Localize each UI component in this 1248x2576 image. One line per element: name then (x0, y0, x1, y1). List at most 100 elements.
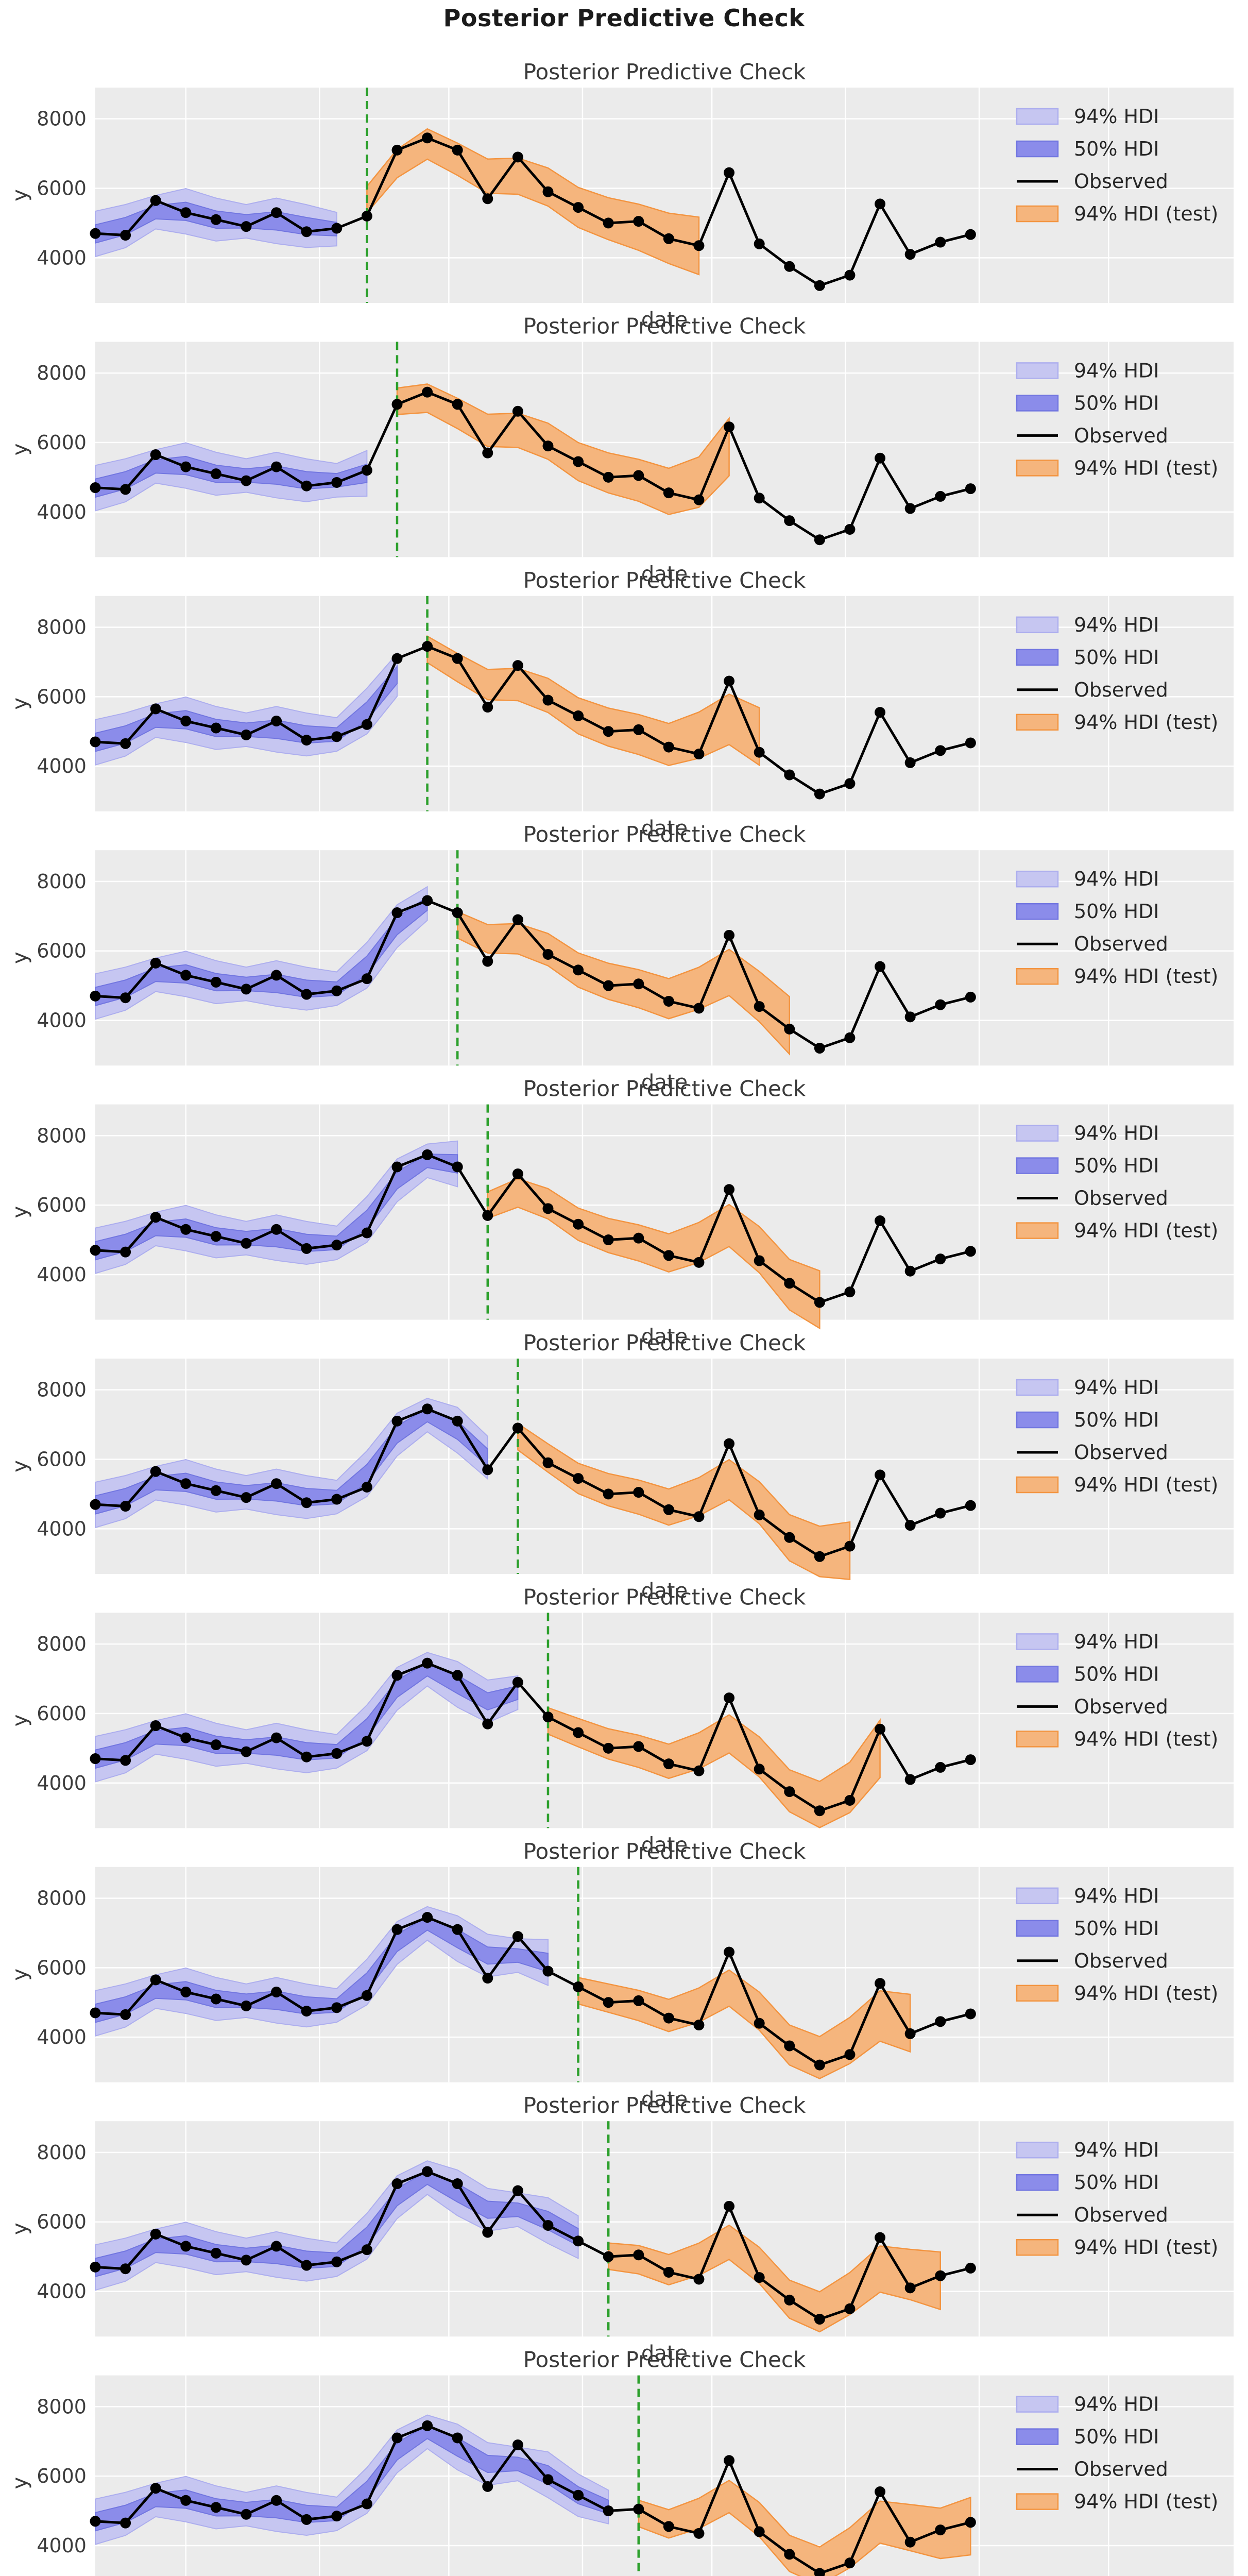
observed-point (603, 980, 614, 991)
observed-point (120, 1755, 131, 1766)
legend-label: Observed (1074, 1695, 1168, 1718)
observed-point (784, 2040, 795, 2052)
legend-label: Observed (1074, 1950, 1168, 1972)
observed-point (482, 1210, 493, 1221)
legend-label: 94% HDI (1074, 359, 1159, 382)
observed-point (844, 523, 856, 535)
observed-point (150, 1974, 161, 1986)
observed-point (512, 2185, 523, 2196)
y-axis-label: y (8, 952, 32, 964)
hdi-50-band (95, 665, 398, 752)
observed-point (693, 2274, 705, 2285)
observed-point (693, 1765, 705, 1776)
observed-point (120, 484, 131, 495)
observed-point (542, 1965, 554, 1977)
observed-point (693, 1257, 705, 1268)
observed-point (935, 2016, 946, 2027)
subplot-1: Posterior Predictive Check y 4000 6000 8000 d… (8, 59, 1234, 332)
observed-point (120, 2263, 131, 2275)
y-tick-label: 4000 (37, 755, 87, 777)
y-tick-label: 6000 (37, 2211, 87, 2233)
observed-point (391, 2178, 403, 2190)
observed-point (663, 741, 674, 753)
observed-point (512, 405, 523, 417)
subplot-title: Posterior Predictive Check (523, 1839, 806, 1864)
hdi-94-band (95, 1140, 458, 1274)
observed-point (573, 1473, 584, 1484)
observed-point (573, 2235, 584, 2247)
observed-point (331, 477, 343, 488)
legend-label: 94% HDI (1074, 2139, 1159, 2161)
observed-point (482, 702, 493, 713)
observed-point (482, 2227, 493, 2238)
observed-point (904, 1011, 916, 1023)
legend-label: 94% HDI (1074, 1885, 1159, 1907)
observed-point (150, 1720, 161, 1732)
legend-swatch-2 (1016, 2428, 1059, 2445)
subplot-7: Posterior Predictive Check y 4000 6000 8000 d… (8, 1584, 1234, 1857)
observed-point (633, 724, 644, 735)
observed-point (271, 1224, 282, 1235)
observed-point (391, 399, 403, 410)
y-tick-label: 8000 (37, 616, 87, 638)
observed-point (301, 989, 312, 1000)
observed-point (180, 1732, 192, 1743)
observed-point (573, 2489, 584, 2501)
observed-point (542, 2219, 554, 2231)
observed-point (210, 976, 221, 988)
legend: 94% HDI 50% HDI Observed 94% HDI (test) (1016, 1885, 1218, 2005)
observed-point (724, 929, 735, 941)
subplot-title: Posterior Predictive Check (523, 822, 806, 847)
observed-point (814, 1297, 825, 1308)
observed-point (965, 991, 976, 1003)
observed-point (875, 452, 886, 464)
legend-swatch-2 (1016, 2174, 1059, 2191)
observed-point (844, 2303, 856, 2314)
observed-point (271, 2241, 282, 2252)
observed-point (875, 198, 886, 210)
observed-point (512, 151, 523, 163)
observed-point (542, 948, 554, 960)
observed-point (482, 1464, 493, 1476)
observed-point (875, 1978, 886, 1989)
y-tick-label: 8000 (37, 1124, 87, 1147)
observed-point (452, 907, 463, 919)
legend-label: 94% HDI (1074, 2393, 1159, 2416)
subplot-2: Posterior Predictive Check y 4000 6000 8000 d… (8, 313, 1234, 586)
subplot-title: Posterior Predictive Check (523, 59, 806, 84)
x-axis-label: date (641, 2088, 688, 2111)
legend-swatch-1 (1016, 1379, 1059, 1396)
observed-point (482, 1973, 493, 1984)
observed-point (784, 769, 795, 781)
legend-label: 94% HDI (test) (1074, 1982, 1218, 2005)
y-axis-label: y (8, 1715, 32, 1727)
legend-swatch-2 (1016, 649, 1059, 666)
observed-point (875, 2486, 886, 2497)
observed-point (180, 2495, 192, 2506)
legend-label: 94% HDI (test) (1074, 202, 1218, 225)
observed-point (542, 2474, 554, 2485)
observed-point (271, 970, 282, 981)
legend-swatch-1 (1016, 362, 1059, 379)
observed-point (663, 233, 674, 244)
observed-point (452, 1161, 463, 1173)
observed-point (180, 1478, 192, 1489)
observed-point (422, 895, 433, 906)
observed-point (422, 386, 433, 398)
observed-point (693, 749, 705, 760)
observed-point (542, 694, 554, 706)
observed-point (331, 223, 343, 234)
observed-point (724, 167, 735, 178)
observed-point (271, 2495, 282, 2506)
observed-point (663, 1758, 674, 1770)
y-tick-label: 8000 (37, 2141, 87, 2164)
legend-label: Observed (1074, 424, 1168, 447)
x-axis-label: date (641, 1579, 688, 1603)
observed-point (210, 2502, 221, 2513)
observed-point (301, 480, 312, 492)
observed-point (904, 503, 916, 514)
observed-point (90, 2516, 101, 2527)
observed-point (633, 1232, 644, 1244)
legend-swatch-1 (1016, 870, 1059, 888)
observed-point (844, 1286, 856, 1298)
